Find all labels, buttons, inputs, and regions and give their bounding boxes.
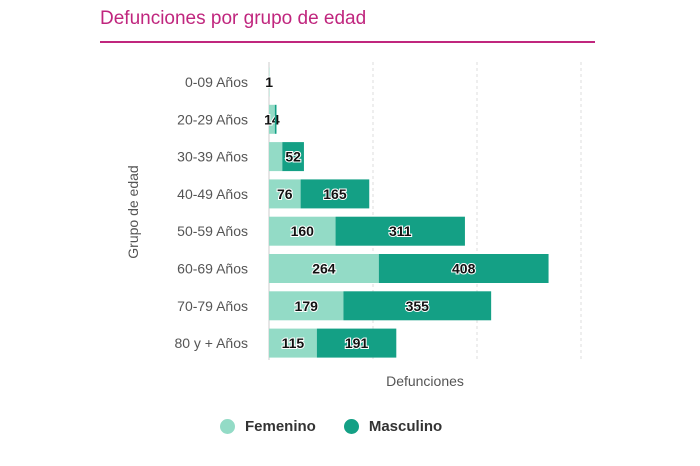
legend-label: Femenino (245, 418, 316, 435)
data-label: 191 (345, 335, 369, 351)
data-label: 408 (452, 261, 476, 277)
title-rule (100, 41, 595, 43)
bar-masculino (300, 179, 370, 209)
legend-masculino[interactable]: Masculino (343, 418, 443, 435)
data-label: 1 (265, 74, 273, 90)
y-tick-label: 70-79 Años (177, 298, 248, 314)
bar-femenino (269, 216, 336, 246)
y-tick-label: 80 y + Años (174, 335, 248, 351)
bar-femenino (269, 254, 379, 283)
legend-label: Masculino (368, 418, 443, 435)
y-tick-label: 0-09 Años (185, 74, 248, 90)
data-label: 179 (295, 298, 319, 314)
bar-femenino (269, 104, 275, 134)
bar-masculino (335, 216, 465, 246)
bar-femenino (269, 142, 283, 172)
bar-masculino (316, 328, 397, 358)
y-tick-label: 40-49 Años (177, 186, 248, 202)
y-tick-label: 60-69 Años (177, 261, 248, 277)
data-label: 14 (264, 111, 280, 127)
data-label: 264 (312, 261, 336, 277)
y-tick-label: 20-29 Años (177, 111, 248, 127)
bar-femenino (269, 179, 301, 209)
bar-femenino (269, 328, 317, 358)
data-label: 165 (323, 186, 347, 202)
y-tick-label: 30-39 Años (177, 149, 248, 165)
data-label: 355 (406, 298, 430, 314)
bar-masculino (378, 254, 549, 283)
bar-masculino (274, 104, 277, 134)
bar-masculino (282, 142, 304, 172)
legend: Femenino Masculino (220, 418, 442, 435)
masculino-swatch (343, 419, 359, 434)
data-label: 76 (277, 186, 293, 202)
x-axis-label: Defunciones (386, 373, 464, 389)
y-axis-label: Grupo de edad (125, 165, 141, 258)
chart-title: Defunciones por grupo de edad (100, 8, 367, 29)
data-label: 52 (285, 149, 301, 165)
bar-masculino (343, 291, 492, 321)
data-label: 160 (291, 223, 315, 239)
data-label: 115 (282, 335, 305, 351)
y-tick-label: 50-59 Años (177, 223, 248, 239)
bar-femenino (269, 291, 344, 321)
legend-femenino[interactable]: Femenino (220, 418, 316, 435)
data-label: 311 (389, 223, 412, 239)
femenino-swatch (220, 419, 235, 434)
